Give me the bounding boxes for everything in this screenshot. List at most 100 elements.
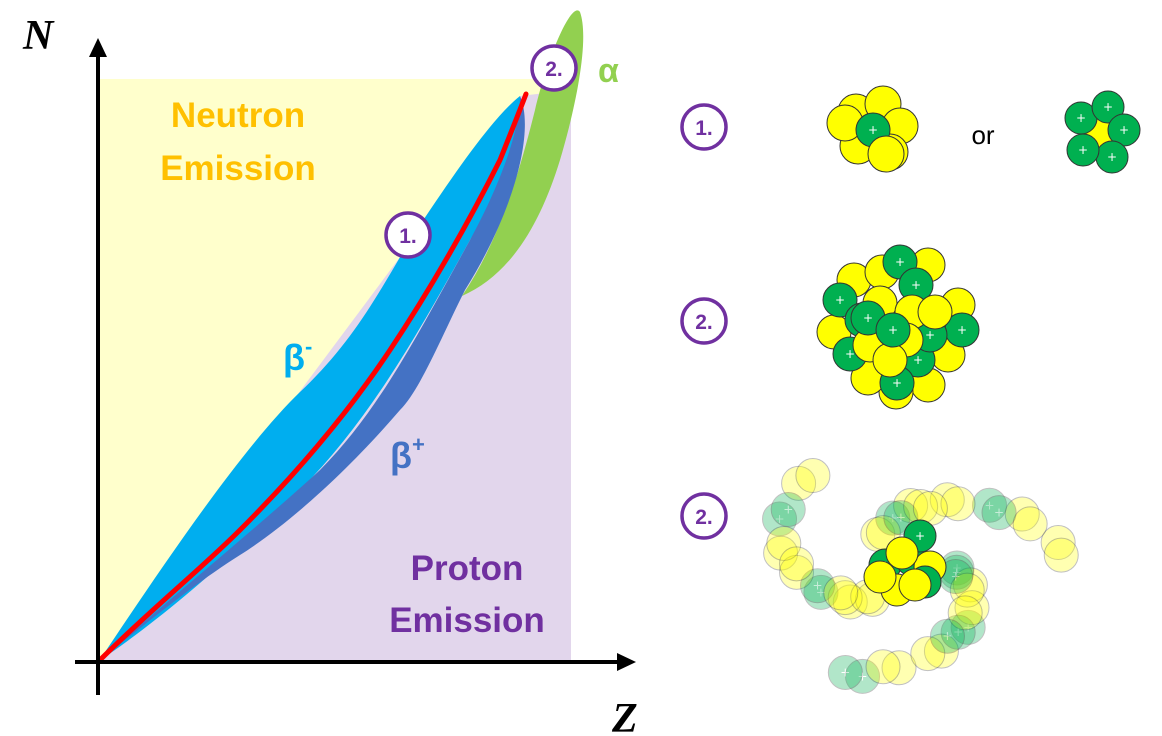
neutron-ball [872,342,908,378]
proton-symbol: + [952,565,962,579]
proton-ball: + [981,495,1017,531]
proton-symbol: + [1078,143,1088,157]
x-axis-label: Z [611,696,638,736]
neutron-ball [947,595,983,631]
neutron-ball [827,580,863,616]
proton-symbol: + [952,561,962,575]
neutron-ball [823,575,859,611]
neutron-ball [779,546,815,582]
proton-ball: + [929,618,965,654]
proton-ball: + [1095,140,1129,174]
neutron-ball [832,584,868,620]
proton-symbol: + [957,323,967,337]
svg-text:2.: 2. [545,58,563,81]
svg-text:2.: 2. [695,506,713,529]
proton-symbol: + [1076,111,1086,125]
proton-symbol: + [868,123,878,137]
proton-emission-label-1: Proton [411,549,524,588]
proton-symbol: + [951,570,961,584]
proton-symbol: + [1103,100,1113,114]
proton-symbol: + [863,311,873,325]
nucleus-large-halo: ++++++++++++++++++++ [762,458,1079,694]
proton-symbol: + [775,512,785,526]
proton-symbol: + [816,585,826,599]
proton-ball: + [944,312,980,348]
proton-ball: + [875,312,911,348]
proton-emission-label-2: Emission [389,601,545,640]
neutron-ball [929,482,965,518]
proton-symbol: + [896,511,906,525]
beta-plus-label: β+ [390,432,425,476]
neutron-ball [923,633,959,669]
proton-symbol: + [835,293,845,307]
proton-symbol: + [895,255,905,269]
alpha-label: α [598,52,619,90]
neutron-ball [940,486,976,522]
plot-marker-1: 1. [384,211,432,259]
proton-symbol: + [913,353,923,367]
proton-symbol: + [1107,150,1117,164]
stability-line [96,91,529,664]
proton-symbol: + [845,347,855,361]
neutron-ball [917,294,953,330]
proton-symbol: + [858,669,868,683]
proton-symbol: + [994,506,1004,520]
proton-ball: + [827,654,863,690]
svg-text:2.: 2. [695,311,713,334]
plot-marker-2: 2. [530,44,578,92]
y-axis-arrow [89,38,107,57]
proton-symbol: + [984,498,994,512]
proton-symbol: + [888,511,898,525]
neutron-ball [1040,525,1076,561]
nucleus-large-stable: +++++++++++ [816,244,980,410]
proton-ball: + [875,500,911,536]
proton-symbol: + [813,579,823,593]
proton-ball: + [950,609,986,645]
proton-ball: + [898,267,934,303]
proton-symbol: + [892,376,902,390]
neutron-ball [954,590,990,626]
neutron-ball [1043,537,1079,573]
proton-symbol: + [963,620,973,634]
neutron-emission-label-1: Neutron [171,96,305,135]
proton-ball: + [762,501,798,537]
neutron-ball [779,554,815,590]
neutron-ball [763,535,799,571]
proton-ball: + [940,614,976,650]
legend-or-label: or [971,120,994,150]
proton-symbol: + [942,629,952,643]
proton-ball: + [1066,133,1100,167]
neutron-ball [1004,496,1040,532]
nucleus-neutron-rich: + [826,85,919,173]
svg-text:1.: 1. [399,225,417,248]
neutron-ball [898,568,932,602]
nucleus-proton-rich: +++++ [1064,90,1141,174]
proton-ball: + [845,658,881,694]
neutron-ball [952,567,988,603]
legend-marker-2: 2. [680,297,728,345]
proton-symbol: + [888,323,898,337]
x-axis-arrow [617,653,636,671]
neutron-ball [1012,506,1048,542]
proton-symbol: + [915,529,925,543]
proton-ball: + [770,491,806,527]
legend-marker-3: 2. [680,492,728,540]
proton-ball: + [1091,90,1125,124]
proton-ball: + [972,487,1008,523]
proton-symbol: + [783,502,793,516]
neutron-emission-label-2: Emission [160,149,316,188]
proton-symbol: + [840,665,850,679]
beta-minus-label: β- [283,334,312,378]
proton-symbol: + [925,328,935,342]
proton-ball: + [803,574,839,610]
neutron-ball [949,572,985,608]
proton-ball: + [800,568,836,604]
neutron-ball [881,650,917,686]
neutron-ball [865,649,901,685]
legend-marker-1: 1. [680,103,728,151]
neutron-ball [885,536,919,570]
neutron-ball [910,636,946,672]
proton-symbol: + [911,278,921,292]
neutron-ball [867,135,905,173]
